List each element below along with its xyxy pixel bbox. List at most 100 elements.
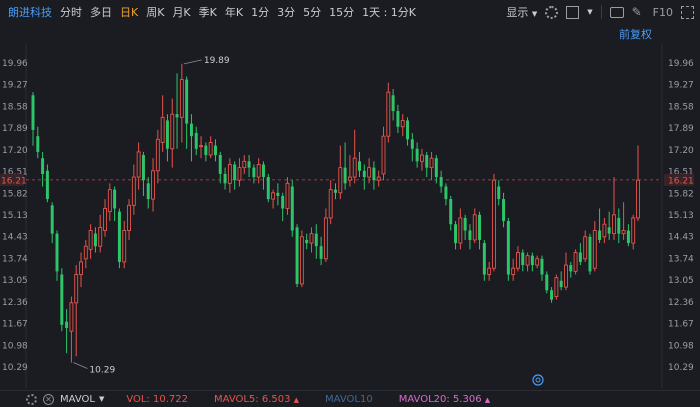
pencil-icon[interactable]: ✎ [631, 4, 642, 19]
candle-body-down [396, 111, 400, 127]
candle-body-up [583, 236, 588, 260]
candle-body-down [305, 239, 309, 244]
high-annotation-line [183, 59, 202, 65]
checkbox-icon[interactable] [566, 5, 580, 19]
candle-body-down [189, 123, 193, 137]
candle-body-down [31, 95, 35, 130]
stock-name[interactable]: 朗进科技 [8, 6, 52, 19]
candle-body-up [74, 274, 79, 304]
candle-body-down [463, 217, 467, 231]
candle-body-down [60, 274, 64, 325]
indicator-settings-icon[interactable] [26, 393, 37, 405]
candle-body-down [502, 199, 506, 222]
high-annotation: 19.89 [204, 56, 230, 66]
candle-body-down [578, 252, 582, 262]
camera-icon[interactable] [609, 6, 624, 18]
candle-body-down [607, 227, 611, 234]
candle-body-down [530, 255, 534, 266]
tab-custom-period[interactable]: 1天 : 1分K [362, 6, 417, 19]
candle-body-up [271, 192, 276, 200]
tab-15min[interactable]: 15分 [329, 6, 355, 19]
candle-body-up [155, 138, 160, 172]
candle-body-up [376, 176, 381, 181]
up-arrow-icon: ▲ [484, 395, 491, 404]
candle-body-down [545, 274, 549, 291]
display-button[interactable]: 显示 ▼ [506, 4, 537, 20]
candle-body-down [185, 79, 189, 124]
candle-body-up [352, 157, 357, 178]
tab-5min[interactable]: 5分 [303, 6, 322, 19]
candle-body-up [338, 167, 343, 194]
candle-body-up [88, 230, 93, 250]
candle-body-up [492, 179, 496, 269]
candle-body-down [93, 233, 97, 247]
fullscreen-icon[interactable] [681, 5, 694, 19]
candle-body-up [564, 264, 568, 288]
candle-body-down [223, 173, 227, 184]
candle-body-down [218, 155, 222, 174]
candle-body-up [103, 208, 107, 231]
settings-icon[interactable] [545, 5, 559, 19]
caret-down-icon: ▼ [531, 10, 538, 18]
divider [600, 5, 602, 19]
candle-body-up [256, 164, 261, 178]
candle-body-down [281, 195, 285, 209]
candle-body-down [358, 161, 361, 171]
candle-body-up [170, 113, 175, 150]
candle-body-up [458, 217, 463, 244]
left-tick-label: 13.05 [2, 276, 28, 286]
candle-body-down [55, 233, 59, 272]
candle-body-down [141, 155, 145, 181]
candle-body-down [454, 224, 458, 244]
right-tick-label: 15.82 [668, 189, 694, 199]
tab-daily-k[interactable]: 日K [120, 6, 139, 19]
tab-yearly-k[interactable]: 年K [224, 6, 244, 19]
left-tick-label: 16.51 [2, 168, 28, 178]
candle-body-up [487, 267, 492, 275]
candle-body-up [631, 217, 636, 244]
volume-indicator-bar: ✕ MAVOL ▼ VOL: 10.722 MAVOL5: 6.503 ▲ MA… [0, 390, 700, 407]
right-tick-label: 13.05 [668, 276, 694, 286]
left-tick-label: 19.96 [2, 59, 28, 69]
tab-1min[interactable]: 1分 [251, 6, 270, 19]
candle-body-up [69, 302, 74, 332]
candle-body-down [559, 280, 563, 288]
close-indicator-icon[interactable]: ✕ [43, 393, 54, 405]
tab-monthly-k[interactable]: 月K [172, 6, 191, 19]
candle-body-down [252, 167, 256, 178]
tab-timeshare[interactable]: 分时 [60, 6, 82, 19]
candle-body-down [521, 252, 525, 266]
candle-body-down [276, 192, 280, 196]
caret-down-icon: ▼ [587, 8, 593, 16]
candle-body-down [540, 258, 544, 275]
candle-body-down [478, 214, 482, 240]
right-tick-label: 17.20 [668, 146, 694, 156]
tab-multi-day[interactable]: 多日 [90, 6, 112, 19]
right-tick-label: 17.89 [668, 124, 694, 134]
f10-button[interactable]: F10 [652, 5, 673, 19]
candle-body-up [328, 189, 333, 219]
candle-body-down [550, 290, 554, 300]
low-annotation: 10.29 [89, 366, 115, 376]
adjust-type-button[interactable]: 前复权 [619, 28, 652, 41]
left-tick-label: 15.82 [2, 189, 28, 199]
tab-weekly-k[interactable]: 周K [146, 6, 165, 19]
candle-body-down [165, 120, 169, 149]
candle-body-up [429, 157, 434, 169]
candle-body-up [592, 230, 597, 269]
left-tick-label: 19.27 [2, 81, 28, 91]
indicator-name[interactable]: MAVOL [60, 393, 95, 405]
left-tick-label: 10.98 [2, 341, 28, 351]
candle-body-down [175, 114, 179, 118]
candle-body-down [362, 170, 366, 178]
candle-body-up [602, 223, 607, 238]
right-tick-label: 12.36 [668, 298, 694, 308]
tab-3min[interactable]: 3分 [277, 6, 296, 19]
candle-body-down [213, 145, 217, 156]
candle-body-up [636, 179, 640, 219]
candle-body-down [290, 186, 294, 231]
mavol20-value: MAVOL20: 5.306 ▲ [399, 394, 490, 405]
tab-quarterly-k[interactable]: 季K [198, 6, 217, 19]
candle-body-up [79, 261, 83, 275]
